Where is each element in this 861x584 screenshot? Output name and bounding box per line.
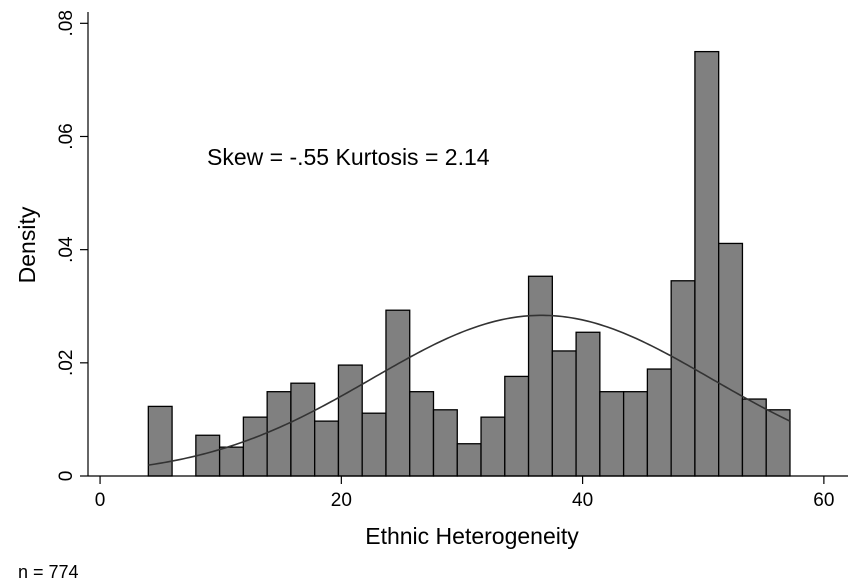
x-axis-ticks: 0 20 40 60 bbox=[95, 476, 834, 511]
histogram-bar bbox=[646, 368, 672, 477]
histogram-bar bbox=[599, 391, 625, 477]
histogram-bar bbox=[527, 275, 553, 477]
histogram-bar bbox=[551, 350, 577, 477]
histogram-bar bbox=[504, 375, 530, 477]
histogram-bars bbox=[147, 50, 791, 477]
y-tick-label: .06 bbox=[56, 123, 77, 149]
x-tick-label: 20 bbox=[331, 490, 352, 511]
histogram-bar bbox=[409, 391, 435, 477]
x-tick-label: 0 bbox=[95, 490, 106, 511]
x-tick-label: 40 bbox=[572, 490, 593, 511]
histogram-bar bbox=[456, 443, 482, 477]
histogram-bar bbox=[314, 420, 340, 477]
y-tick-label: .02 bbox=[56, 350, 77, 376]
histogram-bar bbox=[622, 391, 649, 477]
y-tick-label: 0 bbox=[56, 471, 77, 482]
histogram-bar bbox=[432, 409, 458, 477]
y-tick-label: .08 bbox=[56, 10, 77, 36]
histogram-bar bbox=[718, 242, 744, 477]
histogram-bar bbox=[147, 405, 173, 477]
normal-density-curve bbox=[148, 314, 791, 466]
y-axis-ticks: 0 .02 .04 .06 .08 bbox=[56, 10, 88, 481]
sample-size-note: n = 774 bbox=[18, 562, 79, 582]
histogram-bar bbox=[385, 309, 411, 477]
histogram-bar bbox=[480, 416, 506, 477]
histogram-bar bbox=[575, 331, 601, 477]
histogram-bar bbox=[337, 364, 363, 477]
y-axis-label: Density bbox=[14, 206, 40, 283]
histogram-bar bbox=[361, 412, 387, 477]
histogram-bar bbox=[741, 398, 767, 477]
x-tick-label: 60 bbox=[813, 490, 834, 511]
histogram-bar bbox=[694, 50, 720, 477]
x-axis-label: Ethnic Heterogeneity bbox=[365, 523, 579, 549]
histogram-bar bbox=[266, 391, 292, 477]
histogram-bar bbox=[242, 416, 268, 477]
histogram-bar bbox=[290, 382, 316, 477]
y-tick-label: .04 bbox=[56, 236, 77, 263]
skew-kurtosis-annotation: Skew = -.55 Kurtosis = 2.14 bbox=[207, 144, 490, 170]
histogram-bar bbox=[670, 280, 696, 477]
histogram-bar bbox=[218, 446, 245, 477]
